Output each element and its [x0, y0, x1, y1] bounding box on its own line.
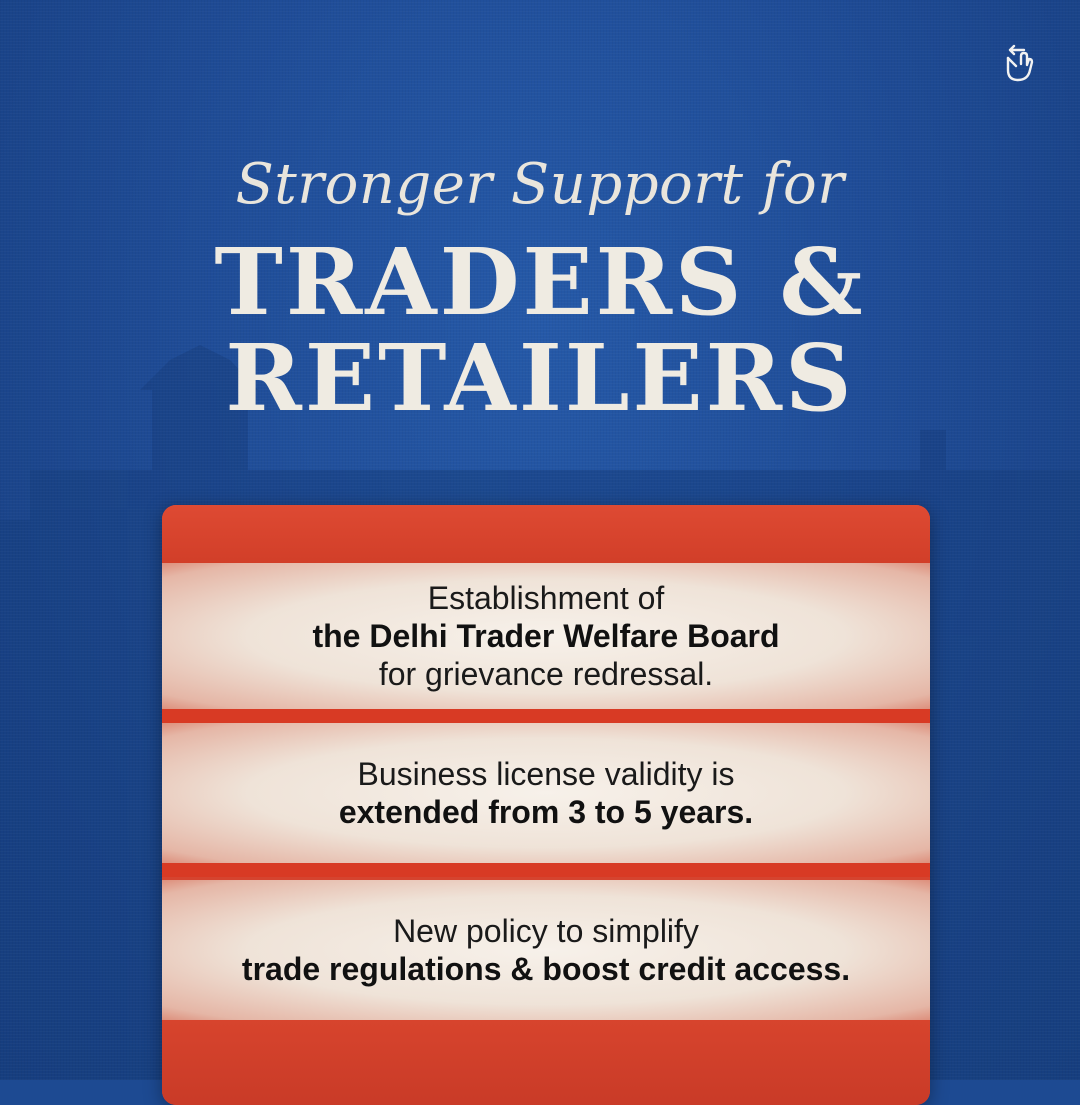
- point-2-line-1: Business license validity is: [357, 756, 735, 792]
- point-3-line-1: New policy to simplify: [393, 913, 699, 949]
- point-1-line-3: for grievance redressal.: [378, 656, 714, 692]
- swipe-hand-icon: [1006, 44, 1034, 82]
- separator: [162, 863, 930, 877]
- separator: [162, 709, 930, 723]
- point-3-line-2: trade regulations & boost credit access.: [241, 951, 851, 987]
- subtitle: Stronger Support for: [235, 152, 845, 217]
- point-1-line-2: the Delhi Trader Welfare Board: [312, 618, 780, 654]
- info-card: Establishment of the Delhi Trader Welfar…: [162, 505, 930, 1105]
- point-1-line-1: Establishment of: [427, 580, 665, 616]
- title-line-1: TRADERS &: [214, 228, 866, 336]
- card-top-strip: [162, 505, 930, 565]
- point-2: Business license validity is extended fr…: [162, 723, 930, 863]
- point-1: Establishment of the Delhi Trader Welfar…: [162, 563, 930, 709]
- title-line-2: RETAILERS: [225, 324, 855, 432]
- card-bottom-strip: [162, 1020, 930, 1105]
- point-3: New policy to simplify trade regulations…: [162, 880, 930, 1020]
- point-2-line-2: extended from 3 to 5 years.: [338, 794, 754, 830]
